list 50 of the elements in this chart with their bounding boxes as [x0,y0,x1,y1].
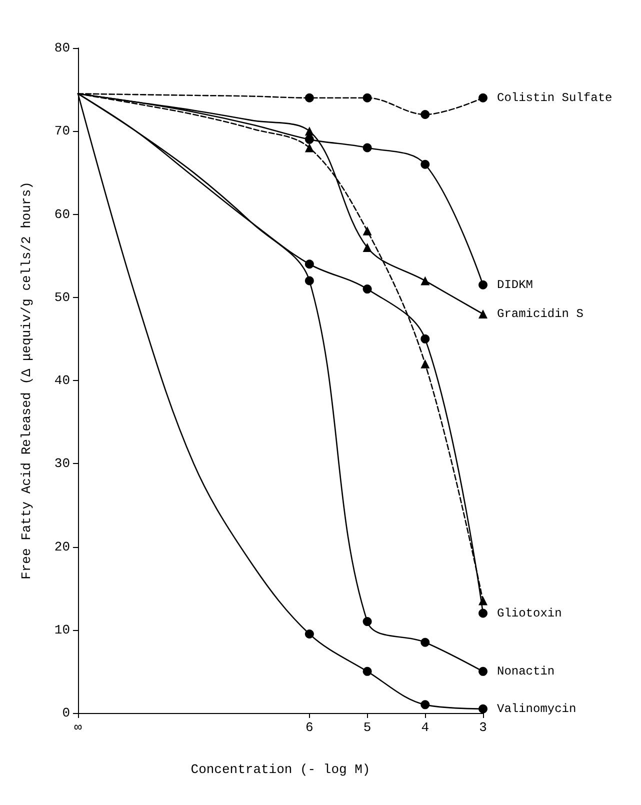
x-tick-label: 6 [306,720,314,735]
point [478,93,488,102]
point [362,93,372,102]
series-label: Nonactin [497,664,555,678]
point [304,134,314,144]
point [420,359,430,368]
point [362,666,372,676]
point [304,276,314,286]
x-axis-title: Concentration (- log M) [190,762,370,777]
point [362,284,372,294]
point [420,334,430,344]
series-label: Valinomycin [497,702,576,716]
point [304,126,314,136]
point [478,666,488,676]
y-tick-label: 10 [54,622,70,638]
point [420,160,430,169]
point [362,243,372,252]
point [362,226,372,236]
point [304,260,314,269]
point [478,596,488,606]
series-label: Gliotoxin [497,606,562,620]
series-label: DIDKM [497,278,534,292]
y-tick-label: 20 [54,539,70,554]
y-tick-label: 50 [54,290,70,305]
series-label: Colistin Sulfate [497,90,612,105]
x-tick-label: ∞ [74,720,82,735]
point [304,93,314,102]
point [478,310,488,318]
point [362,143,372,152]
point [478,280,488,290]
y-tick-label: 70 [54,124,70,139]
x-tick-label: 4 [421,720,430,735]
point [478,608,488,618]
point [362,617,372,626]
y-tick-label: 60 [54,206,70,222]
point [304,143,314,152]
point [420,638,430,647]
y-tick-label: 80 [54,40,70,56]
x-tick-label: 5 [363,720,372,735]
point [478,704,488,714]
series-label: Gramicidin S [497,307,584,321]
y-axis-title: Free Fatty Acid Released (Δ μequiv/g cells/2 hours) [19,182,34,580]
point [420,110,430,119]
point [420,276,430,286]
point [420,700,430,710]
y-tick-label: 40 [54,373,70,388]
y-tick-label: 30 [54,456,70,472]
point [304,630,314,639]
y-tick-label: 0 [62,706,70,720]
x-tick-label: 3 [479,720,487,735]
